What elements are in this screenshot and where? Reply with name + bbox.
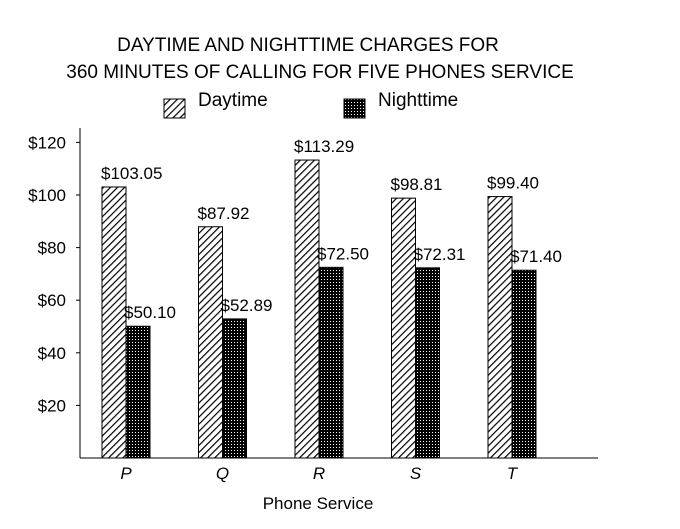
y-tick-label: $20 xyxy=(38,396,66,415)
legend-swatch-daytime xyxy=(163,98,186,119)
data-label-daytime: $98.81 xyxy=(391,175,443,194)
y-tick-label: $60 xyxy=(38,291,66,310)
bars: $103.05 $50.10 $87.92 $52.89 $113.29 $72.50 $9… xyxy=(101,137,562,459)
x-axis: P Q R S T xyxy=(80,457,598,483)
bar-daytime xyxy=(487,196,513,459)
bar-daytime xyxy=(391,197,416,459)
x-tick-label: P xyxy=(120,464,132,483)
bar-nighttime xyxy=(318,266,344,459)
bar-nighttime xyxy=(415,267,440,459)
y-axis: $20 $40 $60 $80 $100 $120 xyxy=(28,128,81,458)
data-label-daytime: $99.40 xyxy=(487,174,539,193)
bar-nighttime xyxy=(125,325,151,459)
x-tick-label: Q xyxy=(216,464,229,483)
chart-title: DAYTIME AND NIGHTTIME CHARGES FOR xyxy=(117,35,499,56)
data-label-daytime: $113.29 xyxy=(294,137,354,156)
legend-label-nighttime: Nighttime xyxy=(378,90,458,111)
bar-daytime xyxy=(198,226,223,459)
data-label-nighttime: $52.89 xyxy=(221,296,273,315)
bar-nighttime xyxy=(222,318,247,459)
y-tick-label: $40 xyxy=(38,344,66,363)
chart-subtitle: 360 MINUTES OF CALLING FOR FIVE PHONES S… xyxy=(66,62,574,83)
x-axis-label: Phone Service xyxy=(263,494,374,513)
y-tick-label: $80 xyxy=(38,239,66,258)
bar-nighttime xyxy=(511,269,537,459)
data-label-nighttime: $72.50 xyxy=(317,244,369,263)
y-tick-label: $120 xyxy=(28,133,66,152)
y-tick-label: $100 xyxy=(28,186,66,205)
legend-label-daytime: Daytime xyxy=(198,90,268,111)
data-label-daytime: $103.05 xyxy=(101,164,162,183)
data-label-daytime: $87.92 xyxy=(198,204,250,223)
data-label-nighttime: $50.10 xyxy=(124,303,176,322)
legend: Daytime Nighttime xyxy=(163,90,458,119)
x-tick-label: S xyxy=(410,464,422,483)
data-label-nighttime: $72.31 xyxy=(414,245,466,264)
x-tick-label: T xyxy=(507,464,519,483)
bar-daytime xyxy=(101,186,127,459)
legend-swatch-nighttime xyxy=(343,98,366,119)
data-label-nighttime: $71.40 xyxy=(510,247,562,266)
x-tick-label: R xyxy=(313,464,325,483)
bar-daytime xyxy=(294,159,320,459)
